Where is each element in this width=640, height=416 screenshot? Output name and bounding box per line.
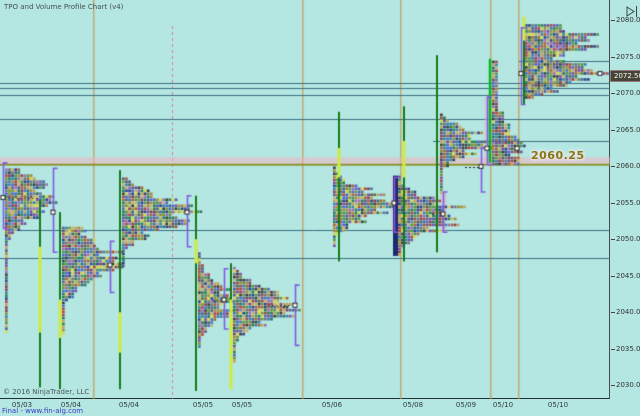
tick-mark <box>611 202 615 204</box>
price-tick-label: 2035.00 <box>611 345 640 353</box>
date-label: 05/10 <box>547 401 569 409</box>
price-tick-label: 2045.00 <box>611 272 640 280</box>
tick-mark <box>611 348 615 350</box>
price-tick-label: 2060.00 <box>611 162 640 170</box>
price-tick-label: 2070.00 <box>611 89 640 97</box>
price-tick-label: 2080.00 <box>611 16 640 24</box>
price-axis[interactable]: 2072.50 2080.00 2075.00 2070.00 2065.00 2060… <box>610 0 640 399</box>
time-axis[interactable]: Final - www.fin-alg.com 05/03 05/04 05/04 0… <box>0 400 640 416</box>
chart-title: TPO and Volume Profile Chart (v4) <box>4 3 124 11</box>
plot-area: TPO and Volume Profile Chart (v4) 2060.2… <box>0 0 610 399</box>
key-level-label: 2060.25 <box>531 149 585 162</box>
price-tick-label: 2050.00 <box>611 235 640 243</box>
tpo-profiles-canvas <box>0 0 610 399</box>
tick-mark <box>611 239 615 240</box>
price-tick-label: 2055.00 <box>611 199 640 207</box>
price-tick-label: 2040.00 <box>611 308 640 316</box>
tick-mark <box>611 275 615 277</box>
price-tick-label: 2075.00 <box>611 53 640 61</box>
copyright-text: © 2016 NinjaTrader, LLC <box>3 388 90 396</box>
date-label: 05/10 <box>492 401 514 409</box>
date-label: 05/03 <box>11 401 33 409</box>
tick-mark <box>611 166 615 167</box>
tick-mark <box>611 312 615 313</box>
date-label: 05/05 <box>231 401 253 409</box>
tick-mark <box>611 385 615 386</box>
date-label: 05/08 <box>402 401 424 409</box>
tick-mark <box>611 93 615 94</box>
tick-mark <box>611 20 615 21</box>
price-tick-label: 2065.00 <box>611 126 640 134</box>
date-label: 05/05 <box>192 401 214 409</box>
go-to-end-icon[interactable] <box>626 2 639 17</box>
date-label: 05/04 <box>60 401 82 409</box>
date-label: 05/04 <box>118 401 140 409</box>
price-tick-label: 2030.00 <box>611 381 640 389</box>
date-label: 05/09 <box>455 401 477 409</box>
tick-mark <box>611 56 615 58</box>
watermark-text: Final - www.fin-alg.com <box>2 407 84 415</box>
date-label: 05/06 <box>321 401 343 409</box>
tick-mark <box>611 129 615 131</box>
last-price-badge: 2072.50 <box>610 69 640 82</box>
